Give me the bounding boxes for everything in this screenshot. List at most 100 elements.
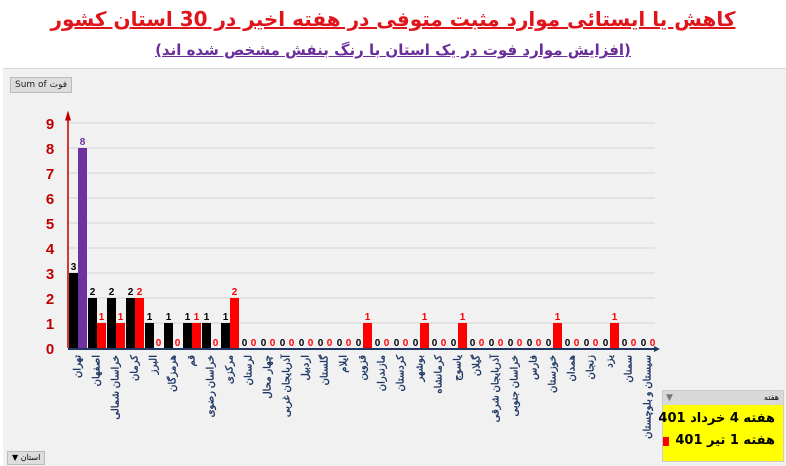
data-label: 1 [118, 312, 124, 323]
data-label: 0 [498, 338, 504, 349]
data-label: 1 [612, 312, 618, 323]
data-label: 0 [584, 338, 590, 349]
x-tick-label: سیستان و بلوچستان [643, 355, 654, 439]
data-label: 0 [622, 338, 628, 349]
bar [135, 298, 144, 348]
data-label: 0 [384, 338, 390, 349]
x-tick-label: چهار محال [263, 355, 274, 399]
chart-subtitle: (افزایش موارد فوت در یک استان با رنگ بنف… [155, 41, 631, 59]
data-label: 0 [356, 338, 362, 349]
data-label: 0 [242, 338, 248, 349]
data-label: 0 [631, 338, 637, 349]
data-label: 0 [308, 338, 314, 349]
legend-title: هفته [764, 393, 779, 402]
bar [458, 323, 467, 348]
data-label: 2 [232, 287, 238, 298]
x-tick-label: تهران [73, 355, 84, 378]
data-label: 0 [574, 338, 580, 349]
data-label: 2 [128, 287, 134, 298]
x-tick-label: سمنان [624, 355, 635, 383]
data-label: 0 [441, 338, 447, 349]
y-tick-label: 5 [46, 216, 54, 233]
legend-header[interactable]: هفته ▼ [663, 391, 783, 405]
x-tick-label: بوشهر [415, 355, 426, 383]
data-label: 8 [80, 137, 86, 148]
filter-icon: ▼ [12, 453, 19, 462]
chart-panel [3, 68, 786, 466]
data-label: 0 [251, 338, 257, 349]
data-label: 0 [337, 338, 343, 349]
x-tick-label: یزد [605, 355, 616, 368]
y-tick-label: 3 [46, 266, 54, 283]
bar [88, 298, 97, 348]
data-label: 1 [147, 312, 153, 323]
x-tick-label: اردبیل [301, 355, 312, 381]
data-label: 0 [479, 338, 485, 349]
data-label: 0 [650, 338, 656, 349]
bar [230, 298, 239, 348]
data-label: 0 [546, 338, 552, 349]
x-tick-label: آذربایجان شرقی [489, 354, 502, 423]
data-label: 0 [413, 338, 419, 349]
x-tick-label: یاسوج [453, 355, 464, 381]
legend-item-week1: هفته 4 خرداد 401 [658, 405, 783, 427]
y-tick-label: 4 [46, 241, 55, 258]
data-label: 2 [90, 287, 96, 298]
data-label: 0 [270, 338, 276, 349]
data-label: 0 [375, 338, 381, 349]
y-tick-label: 6 [46, 191, 54, 208]
data-label: 0 [593, 338, 599, 349]
data-label: 0 [299, 338, 305, 349]
data-label: 0 [451, 338, 457, 349]
data-label: 0 [470, 338, 476, 349]
bar [363, 323, 372, 348]
bar [107, 298, 116, 348]
y-tick-label: 9 [46, 116, 54, 133]
x-tick-label: گیلان [470, 355, 483, 376]
y-tick-label: 1 [46, 316, 54, 333]
data-label: 1 [422, 312, 428, 323]
data-label: 0 [432, 338, 438, 349]
bar [78, 148, 87, 348]
data-label: 0 [346, 338, 352, 349]
bar [553, 323, 562, 348]
y-tick-label: 2 [46, 291, 54, 308]
sum-of-field-button[interactable]: Sum of فوت [10, 77, 73, 93]
data-label: 0 [508, 338, 514, 349]
data-label: 1 [365, 312, 371, 323]
y-tick-label: 7 [46, 166, 54, 183]
x-tick-label: خراسان شمالی [111, 355, 122, 420]
filter-icon[interactable]: ▼ [666, 393, 673, 403]
data-label: 0 [261, 338, 267, 349]
y-axis-arrow [65, 110, 71, 121]
data-label: 0 [603, 338, 609, 349]
x-tick-label: لرستان [244, 355, 255, 385]
x-tick-label: کرمانشاه [434, 355, 445, 394]
bar [145, 323, 154, 348]
x-tick-label: قم [187, 355, 198, 367]
y-tick-label: 0 [46, 341, 54, 358]
data-label: 1 [99, 312, 105, 323]
data-label: 1 [223, 312, 229, 323]
data-label: 0 [527, 338, 533, 349]
bar [69, 273, 78, 348]
data-label: 0 [213, 338, 219, 349]
province-filter-button[interactable]: استان ▼ [7, 451, 46, 465]
bar [202, 323, 211, 348]
data-label: 2 [109, 287, 115, 298]
bar [116, 323, 125, 348]
x-tick-label: زنجان [586, 355, 597, 380]
data-label: 0 [318, 338, 324, 349]
x-tick-label: هرمزگان [166, 355, 179, 392]
data-label: 1 [166, 312, 172, 323]
x-tick-label: قزوین [358, 355, 369, 381]
legend-swatch-red [663, 436, 670, 446]
data-label: 0 [536, 338, 542, 349]
legend-label: هفته 4 خرداد 401 [658, 411, 775, 426]
bar [164, 323, 173, 348]
y-tick-label: 8 [46, 141, 54, 158]
data-label: 0 [517, 338, 523, 349]
bar [610, 323, 619, 348]
data-label: 3 [71, 262, 77, 273]
